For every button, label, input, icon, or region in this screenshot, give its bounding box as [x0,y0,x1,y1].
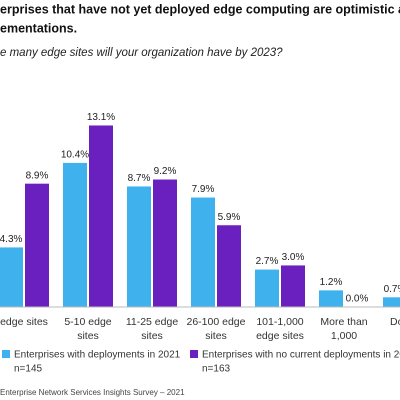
data-label: 3.0% [282,252,305,263]
data-label: 4.3% [0,234,23,245]
legend-note: n=145 [14,364,43,375]
bar [281,265,305,307]
data-label: 10.4% [61,150,89,161]
legend-swatch [190,350,198,358]
legend-note: n=163 [202,364,231,375]
chart-subtitle: e many edge sites will your organization… [0,47,283,59]
bar [127,186,151,307]
x-tick-label: More than [320,316,367,328]
source: Enterprise Network Services Insights Sur… [0,388,185,397]
x-tick-label: Don't k [390,316,400,328]
x-tick-label: 1,000 [331,330,357,342]
bar [25,183,49,307]
data-label: 2.7% [256,256,279,267]
bar [217,225,241,307]
data-label: 0.0% [346,294,369,305]
x-tick-label: 5-10 edge [64,316,111,328]
data-label: 5.9% [218,212,241,223]
legend-label: Enterprises with deployments in 2021 [14,350,181,361]
data-label: 1.2% [320,277,343,288]
data-label: 7.9% [192,184,215,195]
bar [63,162,87,307]
bar [0,247,23,307]
bar [191,197,215,307]
bar [255,269,279,307]
chart-title: erprises that have not yet deployed edge… [0,2,400,16]
legend-label: Enterprises with no current deployments … [202,350,400,361]
x-tick-label: sites [77,330,99,342]
data-label: 13.1% [87,112,115,123]
data-label: 8.9% [26,170,49,181]
bar [89,125,113,307]
bar [383,297,400,307]
data-label: 8.7% [128,173,151,184]
x-tick-label: sites [205,330,227,342]
x-tick-label: edge sites [0,316,48,328]
bar [153,179,177,307]
x-tick-label: sites [141,330,163,342]
legend-swatch [2,350,10,358]
data-label: 9.2% [154,166,177,177]
x-tick-label: edge sites [256,330,304,342]
data-label: 0.7% [384,284,400,295]
bar [319,290,343,307]
x-tick-label: 11-25 edge [126,316,179,328]
chart-title: ementations. [0,21,77,35]
x-tick-label: 26-100 edge [187,316,246,328]
x-tick-label: 101-1,000 [256,316,303,328]
